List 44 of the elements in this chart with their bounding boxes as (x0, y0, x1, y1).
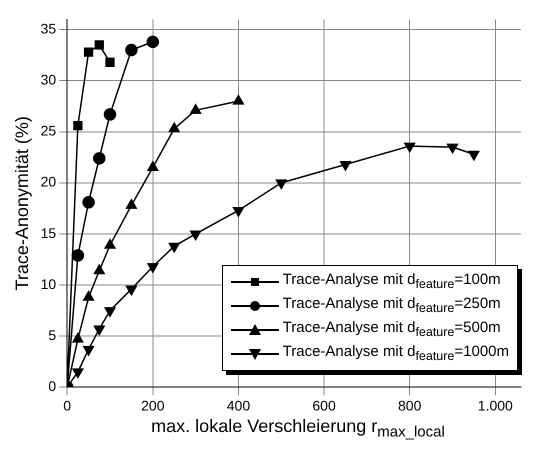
point (73, 121, 83, 130)
point (446, 144, 458, 154)
x-tick-label: 400 (226, 397, 250, 414)
point (94, 325, 105, 336)
y-tick-label: 0 (48, 378, 56, 394)
point (168, 242, 180, 252)
point (146, 36, 160, 48)
point (232, 206, 244, 217)
point (104, 307, 116, 317)
legend-label: Trace-Analyse mit d$_{feature}$=250m (282, 294, 501, 317)
x-tick-label: 600 (312, 397, 336, 414)
y-tick-label: 5 (48, 326, 56, 343)
x-tick-label: 800 (398, 397, 422, 414)
point (104, 108, 116, 121)
point (126, 286, 137, 296)
y-tick-label: 30 (40, 72, 56, 88)
point (276, 179, 287, 190)
legend-label: Trace-Analyse mit d$_{feature}$=500m (282, 318, 501, 341)
point (125, 44, 138, 56)
point (105, 58, 115, 67)
point (404, 142, 416, 152)
legend-label: Trace-Analyse mit d$_{feature}$=100m (282, 270, 501, 293)
legend-label: Trace-Analyse mit d$_{feature}$=1000m (282, 342, 509, 365)
x-tick-label: 200 (141, 397, 165, 414)
point (147, 263, 158, 273)
x-tick-label: 0 (63, 397, 72, 414)
point (94, 40, 104, 50)
x-tick-label: 1.000 (478, 397, 514, 414)
y-tick-label: 25 (40, 122, 56, 139)
x-axis-title: max. lokale Verschleierung r$_{max_local}$ (150, 416, 446, 441)
point (190, 230, 202, 240)
point (84, 47, 94, 57)
y-tick-label: 35 (40, 20, 56, 36)
point (93, 152, 106, 165)
point (468, 150, 480, 161)
y-tick-label: 15 (40, 224, 56, 241)
point (82, 196, 95, 209)
point (72, 368, 84, 378)
point (83, 346, 94, 356)
point (340, 160, 351, 171)
y-tick-label: 10 (40, 276, 56, 292)
y-axis-title: Trace-Anonymität (%) (12, 116, 32, 290)
y-tick-label: 20 (40, 174, 56, 190)
point (72, 249, 84, 262)
